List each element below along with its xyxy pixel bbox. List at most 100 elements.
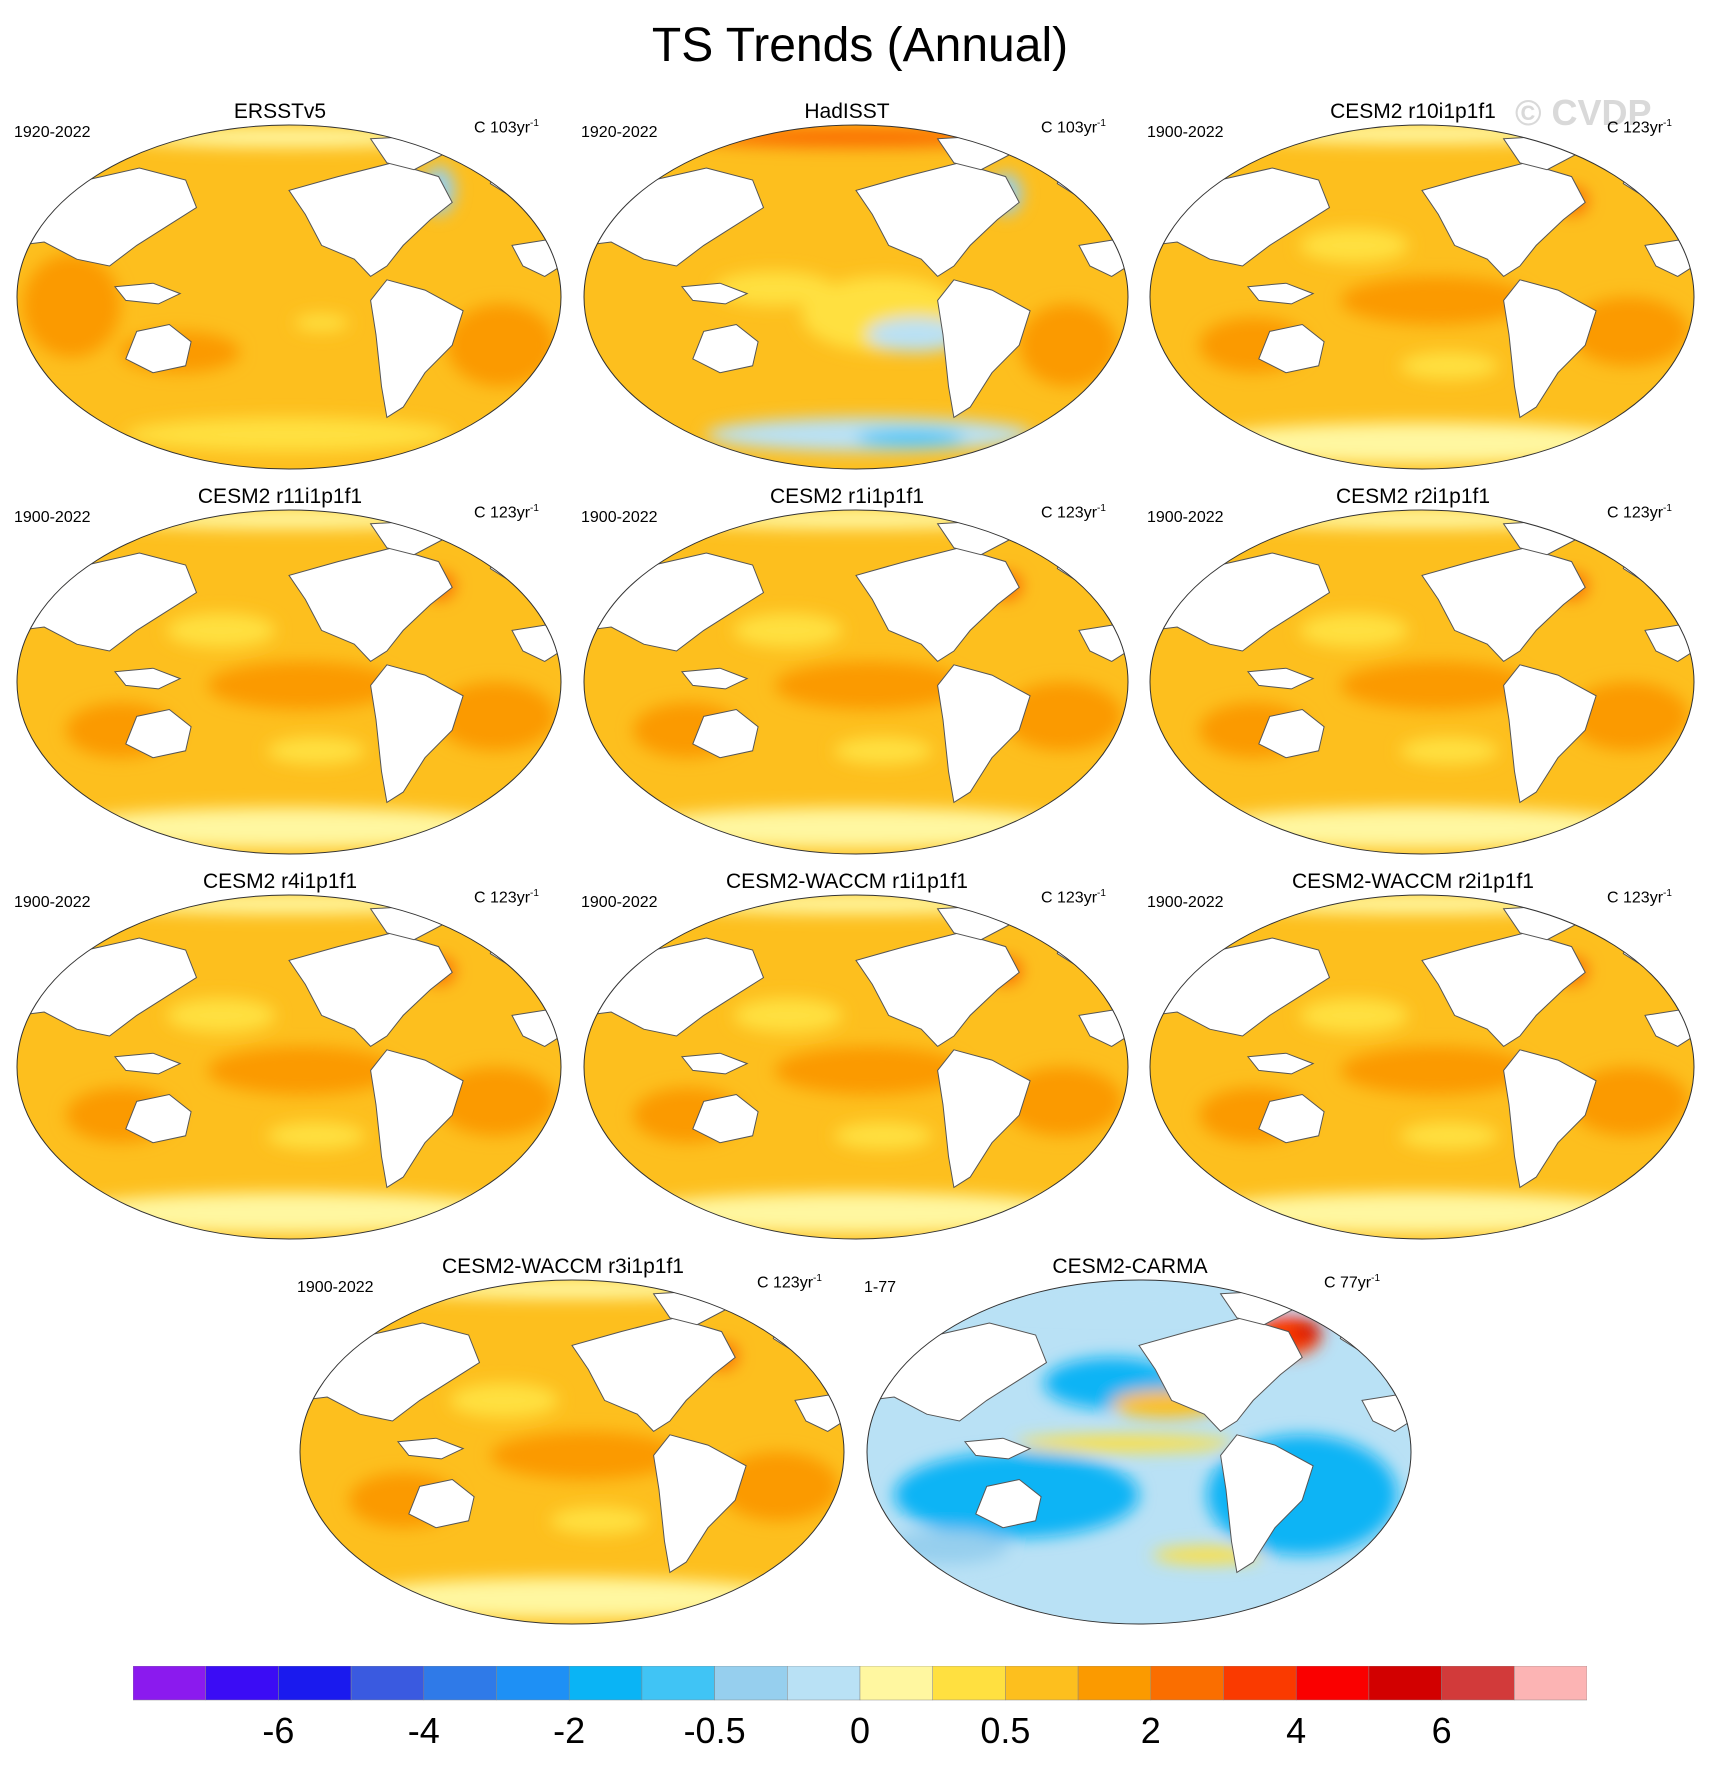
land-samerica bbox=[937, 664, 1031, 804]
trend-anomaly bbox=[866, 317, 965, 353]
map-field bbox=[583, 509, 1129, 855]
trend-anomaly bbox=[1340, 661, 1531, 710]
colorbar-tick-label: -4 bbox=[407, 1710, 440, 1751]
trend-anomaly bbox=[1400, 352, 1499, 380]
trend-anomaly bbox=[98, 895, 480, 914]
land-australia bbox=[125, 323, 192, 374]
trend-anomaly bbox=[1190, 422, 1654, 464]
map-panel: CESM2 r10i1p1f1 1900-2022 C 123yr-1 bbox=[1133, 100, 1695, 480]
land-australia bbox=[692, 1093, 759, 1144]
map-border bbox=[1149, 124, 1695, 470]
trend-anomaly bbox=[1400, 737, 1499, 765]
panel-title: CESM2-WACCM r2i1p1f1 bbox=[1292, 870, 1534, 893]
map-border bbox=[16, 509, 562, 855]
trend-anomaly bbox=[774, 661, 965, 710]
trend-anomaly bbox=[774, 1046, 965, 1095]
panel-units: C 123yr-1 bbox=[474, 503, 539, 522]
colorbar-tick-label: -0.5 bbox=[683, 1710, 746, 1751]
panel-period: 1900-2022 bbox=[1147, 894, 1224, 911]
panel-period: 1900-2022 bbox=[1147, 509, 1224, 526]
panel-units: C 123yr-1 bbox=[1041, 503, 1106, 522]
trend-anomaly bbox=[1299, 613, 1409, 648]
trend-anomaly bbox=[57, 1192, 521, 1234]
panel-title: CESM2-CARMA bbox=[1052, 1255, 1208, 1278]
trend-anomaly bbox=[446, 303, 556, 387]
land-indonesia bbox=[113, 282, 182, 305]
colorbar-swatch bbox=[423, 1666, 497, 1701]
panel-period: 1920-2022 bbox=[14, 124, 91, 141]
trend-anomaly bbox=[1231, 895, 1613, 914]
land-australia bbox=[975, 1478, 1042, 1529]
map-panel: CESM2 r11i1p1f1 1900-2022 C 123yr-1 bbox=[0, 485, 562, 865]
panel-title: CESM2 r10i1p1f1 bbox=[1330, 100, 1496, 123]
colorbar-swatch bbox=[568, 1666, 643, 1701]
colorbar-tick-label: 0 bbox=[849, 1710, 871, 1751]
trend-anomaly bbox=[449, 1383, 559, 1418]
land-indonesia bbox=[963, 1437, 1032, 1460]
trend-anomaly bbox=[166, 998, 276, 1033]
panel-period: 1900-2022 bbox=[581, 509, 658, 526]
map-field bbox=[866, 1279, 1412, 1625]
land-samerica bbox=[937, 279, 1031, 419]
land-namerica bbox=[1421, 932, 1586, 1048]
panel-period: 1900-2022 bbox=[1147, 124, 1224, 141]
map-panel: HadISST 1920-2022 C 103yr-1 bbox=[567, 100, 1129, 480]
map-field bbox=[16, 509, 562, 855]
panel-units: C 123yr-1 bbox=[757, 1273, 822, 1292]
map-panel: CESM2-WACCM r2i1p1f1 1900-2022 C 123yr-1 bbox=[1133, 870, 1695, 1250]
colorbar bbox=[133, 1666, 1587, 1701]
trend-anomaly bbox=[1568, 297, 1689, 366]
trend-anomaly bbox=[1231, 510, 1613, 529]
panel-period: 1900-2022 bbox=[297, 1279, 374, 1296]
land-samerica bbox=[370, 1049, 464, 1189]
land-australia bbox=[1258, 1093, 1325, 1144]
trend-anomaly bbox=[1190, 1192, 1654, 1234]
colorbar-tick-label: 0.5 bbox=[980, 1710, 1031, 1751]
trend-anomaly bbox=[733, 998, 843, 1033]
map-panel: CESM2 r1i1p1f1 1900-2022 C 123yr-1 bbox=[567, 485, 1129, 865]
trend-anomaly bbox=[718, 1452, 839, 1521]
map-border bbox=[583, 894, 1129, 1240]
land-namerica bbox=[288, 162, 453, 278]
map-panel: CESM2-WACCM r3i1p1f1 1900-2022 C 123yr-1 bbox=[283, 1255, 845, 1635]
map-panel: CESM2-CARMA 1-77 C 77yr-1 bbox=[850, 1255, 1412, 1635]
panel-units: C 123yr-1 bbox=[1041, 888, 1106, 907]
trend-anomaly bbox=[1568, 682, 1689, 751]
land-samerica bbox=[1220, 1434, 1314, 1574]
land-australia bbox=[692, 323, 759, 374]
colorbar-swatch bbox=[1005, 1666, 1079, 1701]
trend-anomaly bbox=[1002, 1067, 1123, 1136]
colorbar-tick-label: -2 bbox=[553, 1710, 586, 1751]
trend-anomaly bbox=[1019, 303, 1118, 387]
map-panel: CESM2 r2i1p1f1 1900-2022 C 123yr-1 bbox=[1133, 485, 1695, 865]
trend-anomaly bbox=[166, 613, 276, 648]
land-namerica bbox=[288, 932, 453, 1048]
land-namerica bbox=[1421, 547, 1586, 663]
land-namerica bbox=[571, 1317, 736, 1433]
panel-period: 1-77 bbox=[864, 1279, 897, 1296]
land-namerica bbox=[288, 547, 453, 663]
trend-anomaly bbox=[733, 613, 843, 648]
trend-anomaly bbox=[381, 1280, 763, 1299]
panel-title: CESM2 r1i1p1f1 bbox=[769, 485, 925, 508]
land-namerica bbox=[1138, 1317, 1303, 1433]
trend-anomaly bbox=[1190, 807, 1654, 849]
land-samerica bbox=[1503, 1049, 1597, 1189]
map-field bbox=[583, 124, 1129, 470]
trend-anomaly bbox=[207, 1046, 398, 1095]
trend-anomaly bbox=[624, 807, 1088, 849]
figure-title: TS Trends (Annual) bbox=[651, 19, 1069, 72]
panel-title: CESM2 r2i1p1f1 bbox=[1335, 485, 1491, 508]
land-australia bbox=[1258, 708, 1325, 759]
land-samerica bbox=[370, 664, 464, 804]
trend-anomaly bbox=[1294, 1323, 1322, 1341]
land-indonesia bbox=[1246, 282, 1315, 305]
colorbar-tick-label: 4 bbox=[1286, 1710, 1307, 1751]
colorbar-swatch bbox=[350, 1666, 425, 1701]
colorbar-swatch bbox=[205, 1666, 279, 1701]
map-border bbox=[16, 894, 562, 1240]
land-indonesia bbox=[396, 1437, 465, 1460]
panel-period: 1900-2022 bbox=[14, 509, 91, 526]
land-namerica bbox=[855, 547, 1020, 663]
colorbar-swatch bbox=[1295, 1666, 1370, 1701]
